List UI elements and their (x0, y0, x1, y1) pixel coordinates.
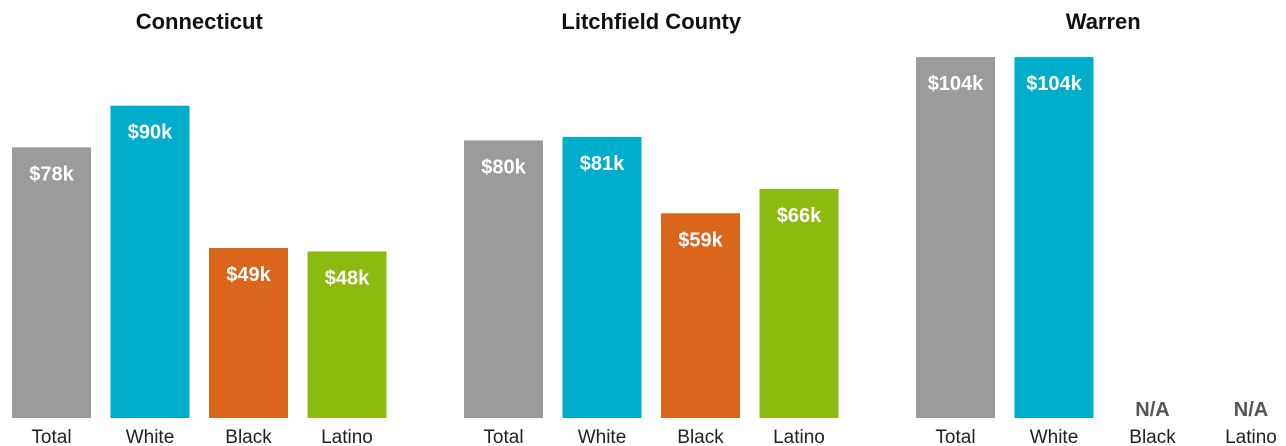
bar-litchfield-county-total (464, 140, 543, 418)
bar-value-label-connecticut-white: $90k (128, 122, 173, 144)
category-label-connecticut-white: White (126, 427, 175, 446)
bar-value-label-connecticut-total: $78k (29, 163, 74, 185)
category-label-litchfield-county-total: Total (483, 427, 523, 446)
bar-connecticut-total (12, 147, 91, 418)
bar-value-label-connecticut-latino: $48k (325, 267, 370, 289)
bar-connecticut-latino (307, 251, 387, 418)
category-label-warren-total: Total (935, 427, 975, 446)
bar-value-label-warren-white: $104k (1026, 73, 1082, 95)
category-label-connecticut-black: Black (225, 427, 272, 446)
category-label-warren-black: Black (1129, 427, 1176, 446)
bar-connecticut-black (209, 247, 288, 418)
bar-warren-white (1014, 57, 1094, 419)
category-label-warren-latino: Latino (1225, 427, 1277, 446)
bar-litchfield-county-latino (759, 188, 839, 418)
bar-value-label-litchfield-county-total: $80k (481, 156, 526, 178)
panel-title-connecticut: Connecticut (136, 9, 264, 34)
category-label-litchfield-county-black: Black (677, 427, 724, 446)
panel-title-litchfield-county: Litchfield County (561, 9, 741, 34)
panel-title-warren: Warren (1066, 9, 1141, 34)
bar-value-label-connecticut-black: $49k (226, 264, 271, 286)
bar-connecticut-white (110, 105, 190, 418)
bar-litchfield-county-white (562, 136, 642, 418)
category-label-litchfield-county-white: White (578, 427, 627, 446)
bar-value-label-litchfield-county-white: $81k (580, 153, 625, 175)
category-label-litchfield-county-latino: Latino (773, 427, 825, 446)
na-label-warren-black: N/A (1135, 399, 1169, 421)
bar-value-label-litchfield-county-black: $59k (678, 229, 723, 251)
category-label-connecticut-total: Total (31, 427, 71, 446)
bar-warren-total (916, 57, 995, 419)
bar-value-label-litchfield-county-latino: $66k (777, 205, 822, 227)
category-label-connecticut-latino: Latino (321, 427, 373, 446)
bar-litchfield-county-black (661, 213, 740, 418)
na-label-warren-latino: N/A (1234, 399, 1268, 421)
bar-value-label-warren-total: $104k (928, 73, 984, 95)
category-label-warren-white: White (1030, 427, 1079, 446)
